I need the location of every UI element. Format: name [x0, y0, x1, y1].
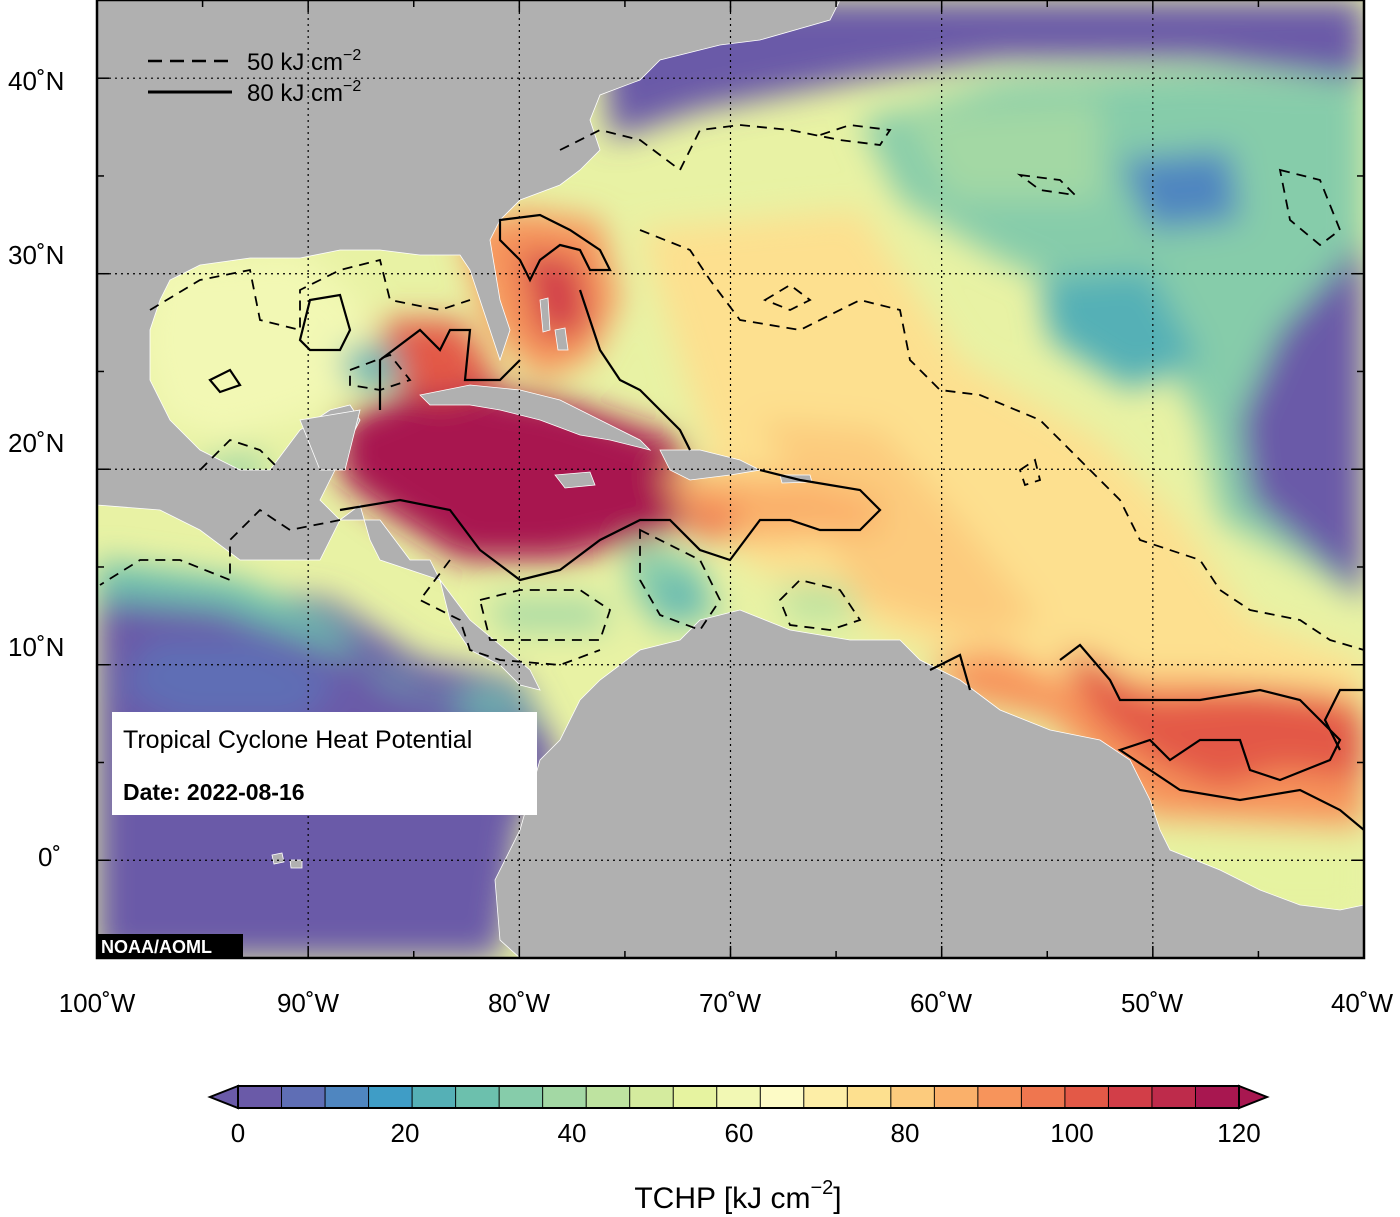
- colorbar-swatch: [455, 1086, 500, 1108]
- info-date: Date: 2022-08-16: [123, 779, 305, 805]
- colorbar-swatch: [803, 1086, 848, 1108]
- colorbar-swatch: [1064, 1086, 1109, 1108]
- colorbar-tick-label: 120: [1217, 1118, 1260, 1148]
- lon-label: 50˚W: [1121, 988, 1184, 1018]
- colorbar-swatch: [847, 1086, 892, 1108]
- colorbar-swatch: [412, 1086, 457, 1108]
- lon-label: 60˚W: [910, 988, 973, 1018]
- colorbar-tick-label: 0: [231, 1118, 245, 1148]
- colorbar-swatch: [1195, 1086, 1240, 1108]
- colorbar-swatch: [1151, 1086, 1196, 1108]
- colorbar-tick-label: 100: [1050, 1118, 1093, 1148]
- lat-label: 10˚N: [8, 632, 64, 662]
- map-panel: [97, 0, 1364, 958]
- colorbar-swatch: [934, 1086, 979, 1108]
- lon-label: 70˚W: [699, 988, 762, 1018]
- colorbar-swatch: [499, 1086, 544, 1108]
- colorbar-labels: 0 20 40 60 80 100 120: [231, 1118, 1261, 1148]
- colorbar-swatch: [281, 1086, 326, 1108]
- colorbar-swatch: [977, 1086, 1022, 1108]
- colorbar-tick-label: 60: [725, 1118, 754, 1148]
- info-title: Tropical Cyclone Heat Potential: [123, 726, 472, 754]
- colorbar-swatch: [368, 1086, 413, 1108]
- colorbar-tick-label: 80: [891, 1118, 920, 1148]
- contour-legend: 50 kJ cm−2 80 kJ cm−2: [148, 47, 361, 107]
- colorbar-swatch: [1021, 1086, 1066, 1108]
- lat-label: 0˚: [38, 842, 61, 872]
- colorbar-min-arrow: [207, 1084, 239, 1110]
- legend-label-80: 80 kJ cm−2: [247, 78, 361, 107]
- colorbar-swatch: [325, 1086, 370, 1108]
- lon-label: 90˚W: [277, 988, 340, 1018]
- legend-label-50: 50 kJ cm−2: [247, 47, 361, 76]
- lat-label: 20˚N: [8, 428, 64, 458]
- credit-badge: NOAA/AOML: [97, 934, 243, 958]
- contour-80: [208, 213, 1364, 831]
- lon-labels: 100˚W 90˚W 80˚W 70˚W 60˚W 50˚W 40˚W: [59, 988, 1394, 1018]
- lon-label: 80˚W: [488, 988, 551, 1018]
- colorbar-swatch: [890, 1086, 935, 1108]
- colorbar-tick-label: 20: [391, 1118, 420, 1148]
- colorbar-swatch: [586, 1086, 631, 1108]
- colorbar: [207, 1084, 1270, 1110]
- colorbar-title: TCHP [kJ cm−2]: [634, 1177, 841, 1215]
- lon-label: 40˚W: [1331, 988, 1394, 1018]
- colorbar-swatch: [1108, 1086, 1153, 1108]
- colorbar-swatch: [629, 1086, 674, 1108]
- colorbar-max-arrow: [1238, 1084, 1270, 1110]
- colorbar-swatch: [760, 1086, 805, 1108]
- colorbar-swatch: [673, 1086, 718, 1108]
- info-box: Tropical Cyclone Heat Potential Date: 20…: [112, 712, 537, 815]
- lat-labels: 40˚N 30˚N 20˚N 10˚N 0˚: [8, 66, 64, 872]
- lon-label: 100˚W: [59, 988, 136, 1018]
- colorbar-tick-label: 40: [558, 1118, 587, 1148]
- credit-text: NOAA/AOML: [101, 937, 212, 957]
- contour-50: [99, 124, 1364, 666]
- land-masses: [97, 0, 1364, 958]
- lat-label: 40˚N: [8, 66, 64, 96]
- lat-label: 30˚N: [8, 240, 64, 270]
- colorbar-swatch: [542, 1086, 587, 1108]
- colorbar-swatch: [716, 1086, 761, 1108]
- colorbar-swatch: [238, 1086, 283, 1108]
- colorbar-frame: [237, 1085, 1240, 1109]
